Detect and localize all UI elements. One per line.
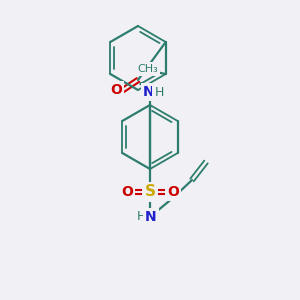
Text: S: S	[145, 184, 155, 200]
Text: N: N	[143, 85, 155, 99]
Text: O: O	[121, 185, 133, 199]
Text: CH₃: CH₃	[137, 64, 158, 74]
Text: O: O	[167, 185, 179, 199]
Text: H: H	[136, 211, 146, 224]
Text: H: H	[154, 85, 164, 98]
Text: O: O	[110, 83, 122, 97]
Text: N: N	[145, 210, 157, 224]
